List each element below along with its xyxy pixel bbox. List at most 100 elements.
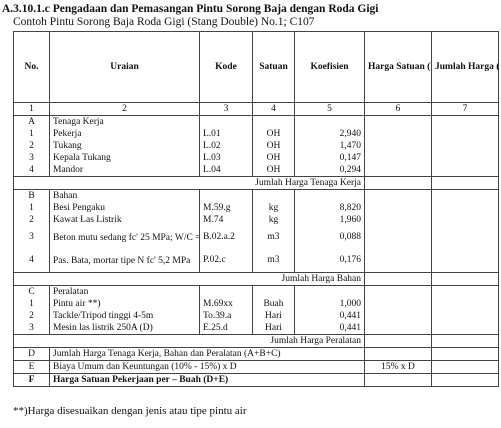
subtotal-label: Jumlah Harga Peralatan [13,334,365,348]
row-uraian: Tackle/Tripod tinggi 4-5m [49,310,200,322]
row-kode: E.25.d [199,322,253,335]
row-no: 2 [13,214,50,226]
table-row: 2 Tackle/Tripod tinggi 4-5m To.39.a Hari… [13,310,499,322]
row-koefisien: 0,176 [294,249,365,273]
table-row: 2 Tukang L.02 OH 1,470 [13,140,499,152]
row-satuan: OH [252,128,295,140]
section-b-header: B Bahan [13,189,499,202]
subtotal-row-b: Jumlah Harga Bahan [13,272,499,286]
row-satuan: OH [252,152,295,164]
subtotal-row-a: Jumlah Harga Tenaga Kerja [13,176,499,190]
row-koefisien: 1,960 [294,214,365,226]
total-row-d: D Jumlah Harga Tenaga Kerja, Bahan dan P… [13,347,499,361]
row-no: 3 [13,226,50,249]
row-letter: D [13,347,50,361]
section-letter: A [13,115,50,128]
row-no: 3 [13,152,50,164]
row-koefisien: 0,294 [294,164,365,177]
col-index: 2 [49,102,200,116]
document-subtitle: Contoh Pintu Sorong Baja Roda Gigi (Stan… [13,16,315,28]
row-koefisien: 1,000 [294,298,365,310]
row-kode: P.02.c [199,249,253,273]
header-uraian: Uraian [49,31,200,103]
section-name: Peralatan [49,285,200,298]
row-satuan: Hari [252,322,295,335]
table-header-row: No. Uraian Kode Satuan Koefisien Harga S… [13,31,499,103]
header-harga-satuan: Harga Satuan (Rp) [364,31,432,103]
price-analysis-table: No. Uraian Kode Satuan Koefisien Harga S… [13,31,499,387]
footnote: **)Harga disesuaikan dengan jenis atau t… [13,405,247,417]
row-satuan: Buah [252,298,295,310]
table-row: 1 Pintu air **) M.69xx Buah 1,000 [13,298,499,310]
row-uraian: Kepala Tukang [49,152,200,164]
col-index: 3 [199,102,253,116]
table-row: 3 Kepala Tukang L.03 OH 0,147 [13,152,499,164]
row-no: 2 [13,140,50,152]
row-no: 4 [13,164,50,177]
row-koefisien: 0,441 [294,322,365,335]
section-a-header: A Tenaga Kerja [13,115,499,128]
row-uraian: Besi Pengaku [49,202,200,214]
col-index: 6 [364,102,432,116]
row-no: 3 [13,322,50,335]
header-no: No. [13,31,50,103]
section-name: Tenaga Kerja [49,115,200,128]
row-no: 1 [13,128,50,140]
row-kode: M.69xx [199,298,253,310]
row-satuan: m3 [252,249,295,273]
row-satuan: OH [252,164,295,177]
overhead-row-e: E Biaya Umum dan Keuntungan (10% - 15%) … [13,360,499,374]
col-index: 4 [252,102,295,116]
row-kode: M.74 [199,214,253,226]
table-row: 4 Pas. Bata, mortar tipe N fc' 5,2 MPa P… [13,249,499,273]
row-no: 1 [13,298,50,310]
table-row: 3 Beton mutu sedang fc' 25 MPa; W/C = 0,… [13,226,499,249]
row-koefisien: 2,940 [294,128,365,140]
subtotal-label: Jumlah Harga Tenaga Kerja [13,176,365,190]
col-index: 5 [294,102,365,116]
row-no: 1 [13,202,50,214]
section-name: Bahan [49,189,200,202]
row-d-label: Jumlah Harga Tenaga Kerja, Bahan dan Per… [49,347,365,361]
row-satuan: OH [252,140,295,152]
section-c-header: C Peralatan [13,285,499,298]
row-no: 4 [13,249,50,273]
row-uraian: Pas. Bata, mortar tipe N fc' 5,2 MPa [49,249,200,273]
row-kode: M.59.g [199,202,253,214]
row-satuan: m3 [252,226,295,249]
row-koefisien: 1,470 [294,140,365,152]
header-jumlah-harga: Jumlah Harga (Rp) [431,31,499,103]
col-index: 7 [431,102,499,116]
row-satuan: kg [252,202,295,214]
subtotal-label: Jumlah Harga Bahan [13,272,365,286]
row-satuan: kg [252,214,295,226]
section-letter: B [13,189,50,202]
row-kode: To.39.a [199,310,253,322]
row-uraian: Mesin las listrik 250A (D) [49,322,200,335]
table-row: 3 Mesin las listrik 250A (D) E.25.d Hari… [13,322,499,335]
row-koefisien: 8,820 [294,202,365,214]
row-kode: L.02 [199,140,253,152]
row-kode: L.04 [199,164,253,177]
grand-total-row-f: F Harga Satuan Pekerjaan per – Buah (D+E… [13,373,499,387]
row-no: 2 [13,310,50,322]
row-uraian: Pintu air **) [49,298,200,310]
row-uraian: Kawat Las Listrik [49,214,200,226]
row-e-label: Biaya Umum dan Keuntungan (10% - 15%) x … [49,360,365,374]
row-letter: E [13,360,50,374]
table-row: 4 Mandor L.04 OH 0,294 [13,164,499,177]
section-letter: C [13,285,50,298]
subtotal-row-c: Jumlah Harga Peralatan [13,334,499,348]
col-index: 1 [13,102,50,116]
row-uraian: Tukang [49,140,200,152]
header-kode: Kode [199,31,253,103]
row-koefisien: 0,088 [294,226,365,249]
row-uraian: Mandor [49,164,200,177]
row-satuan: Hari [252,310,295,322]
table-row: 1 Besi Pengaku M.59.g kg 8,820 [13,202,499,214]
header-satuan: Satuan [252,31,295,103]
table-row: 2 Kawat Las Listrik M.74 kg 1,960 [13,214,499,226]
row-koefisien: 0,147 [294,152,365,164]
row-letter: F [13,373,50,387]
